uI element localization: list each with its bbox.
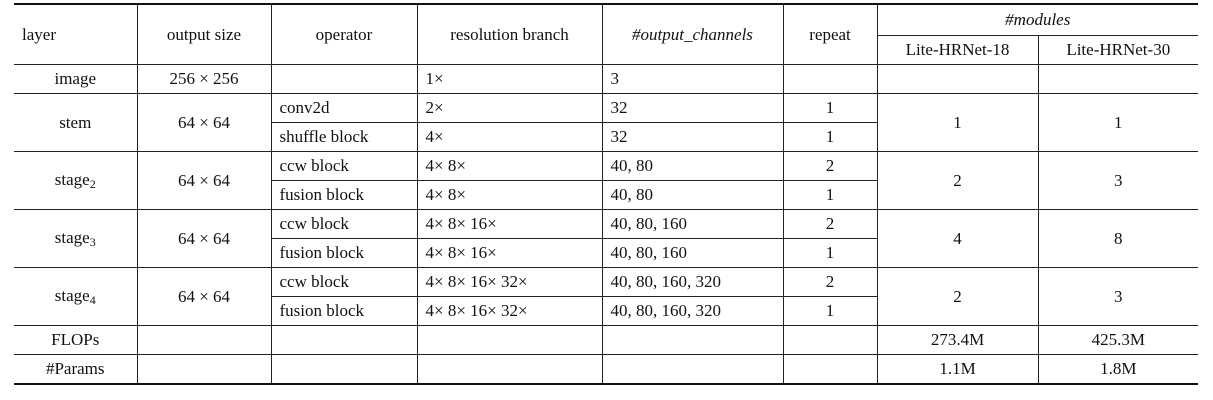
cell-channels: 32 — [601, 93, 784, 123]
cell-layer: stage2 — [14, 151, 138, 210]
header-repeat: repeat — [782, 3, 878, 65]
table-row-stage3-a: stage3 64 × 64 ccw block 4× 8× 16× 40, 8… — [14, 209, 1199, 268]
header-output-size: output size — [136, 3, 272, 65]
cell-repeat: 1 — [782, 93, 878, 123]
cell-channels: 40, 80 — [601, 151, 784, 181]
architecture-table-container: layer output size operator resolution br… — [14, 3, 1199, 385]
cell-operator: ccw block — [270, 267, 418, 297]
cell-operator: ccw block — [270, 151, 418, 181]
cell-layer: image — [14, 64, 138, 94]
cell-operator: conv2d — [270, 93, 418, 123]
cell-repeat — [782, 325, 878, 355]
table-row-stage3-b: fusion block 4× 8× 16× 40, 80, 160 1 — [14, 238, 1198, 268]
cell-modules-18: 2 — [876, 151, 1039, 210]
header-row-2: Lite-HRNet-18 Lite-HRNet-30 — [14, 35, 1199, 65]
cell-operator — [270, 354, 418, 385]
cell-output-size: 64 × 64 — [136, 93, 272, 152]
cell-channels: 40, 80, 160 — [601, 238, 784, 268]
cell-modules-30 — [1037, 64, 1199, 94]
cell-modules-18: 1 — [876, 93, 1039, 152]
table-row-stage2-b: fusion block 4× 8× 40, 80 1 — [14, 180, 1198, 210]
cell-resolution: 4× 8× 16× — [416, 238, 603, 268]
cell-channels: 40, 80 — [601, 180, 784, 210]
cell-modules-18 — [876, 64, 1039, 94]
cell-resolution: 4× 8× — [416, 180, 603, 210]
cell-channels: 3 — [601, 64, 784, 94]
table-row-flops: FLOPs 273.4M 425.3M — [14, 325, 1199, 355]
cell-resolution — [416, 354, 603, 385]
header-operator: operator — [270, 3, 418, 65]
cell-operator — [270, 325, 418, 355]
cell-channels: 40, 80, 160, 320 — [601, 296, 784, 326]
cell-modules-30: 3 — [1037, 151, 1199, 210]
table-row-params: #Params 1.1M 1.8M — [14, 354, 1199, 385]
table-row-stage4-b: fusion block 4× 8× 16× 32× 40, 80, 160, … — [14, 296, 1198, 326]
table-row-image: image 256 × 256 1× 3 — [14, 64, 1199, 94]
cell-operator: fusion block — [270, 296, 418, 326]
cell-operator: fusion block — [270, 180, 418, 210]
cell-repeat: 2 — [782, 267, 878, 297]
cell-modules-30: 1.8M — [1037, 354, 1199, 385]
cell-repeat: 1 — [782, 180, 878, 210]
cell-resolution: 4× 8× 16× 32× — [416, 296, 603, 326]
cell-resolution — [416, 325, 603, 355]
header-resolution-branch: resolution branch — [416, 3, 603, 65]
cell-modules-30: 425.3M — [1037, 325, 1199, 355]
cell-operator: shuffle block — [270, 122, 418, 152]
table-row-stage4-a: stage4 64 × 64 ccw block 4× 8× 16× 32× 4… — [14, 267, 1199, 326]
header-lite-hrnet-18: Lite-HRNet-18 — [876, 35, 1039, 65]
cell-layer: #Params — [14, 354, 138, 385]
table-row-stem-a: stem 64 × 64 conv2d 2× 32 1 1 1 — [14, 93, 1199, 152]
cell-modules-30: 3 — [1037, 267, 1199, 326]
cell-repeat — [782, 354, 878, 385]
header-row-1: layer output size operator resolution br… — [14, 3, 1199, 65]
cell-output-size — [136, 325, 272, 355]
header-lite-hrnet-30: Lite-HRNet-30 — [1037, 35, 1199, 65]
cell-resolution: 4× 8× 16× — [416, 209, 603, 239]
cell-layer: FLOPs — [14, 325, 138, 355]
cell-modules-18: 273.4M — [876, 325, 1039, 355]
cell-output-size: 64 × 64 — [136, 151, 272, 210]
architecture-table: layer output size operator resolution br… — [14, 3, 1199, 385]
cell-layer: stage4 — [14, 267, 138, 326]
cell-modules-30: 1 — [1037, 93, 1199, 152]
cell-repeat: 1 — [782, 238, 878, 268]
cell-repeat: 1 — [782, 296, 878, 326]
cell-channels: 40, 80, 160, 320 — [601, 267, 784, 297]
cell-output-size: 256 × 256 — [136, 64, 272, 94]
cell-resolution: 4× 8× — [416, 151, 603, 181]
cell-resolution: 1× — [416, 64, 603, 94]
cell-channels: 40, 80, 160 — [601, 209, 784, 239]
cell-output-size: 64 × 64 — [136, 267, 272, 326]
header-layer: layer — [14, 3, 138, 65]
cell-layer: stem — [14, 93, 138, 152]
cell-modules-18: 4 — [876, 209, 1039, 268]
cell-repeat: 2 — [782, 209, 878, 239]
table-row-stem-b: shuffle block 4× 32 1 — [14, 122, 1198, 152]
cell-operator — [270, 64, 418, 94]
cell-channels: 32 — [601, 122, 784, 152]
cell-output-size: 64 × 64 — [136, 209, 272, 268]
cell-repeat — [782, 64, 878, 94]
cell-resolution: 4× — [416, 122, 603, 152]
header-modules: #modules — [876, 3, 1199, 36]
cell-output-size — [136, 354, 272, 385]
cell-modules-18: 2 — [876, 267, 1039, 326]
cell-operator: ccw block — [270, 209, 418, 239]
cell-resolution: 2× — [416, 93, 603, 123]
cell-repeat: 2 — [782, 151, 878, 181]
cell-modules-18: 1.1M — [876, 354, 1039, 385]
cell-modules-30: 8 — [1037, 209, 1199, 268]
cell-channels — [601, 354, 784, 385]
cell-channels — [601, 325, 784, 355]
cell-resolution: 4× 8× 16× 32× — [416, 267, 603, 297]
table-row-stage2-a: stage2 64 × 64 ccw block 4× 8× 40, 80 2 … — [14, 151, 1199, 210]
cell-operator: fusion block — [270, 238, 418, 268]
cell-repeat: 1 — [782, 122, 878, 152]
cell-layer: stage3 — [14, 209, 138, 268]
header-output-channels: #output_channels — [601, 3, 784, 65]
